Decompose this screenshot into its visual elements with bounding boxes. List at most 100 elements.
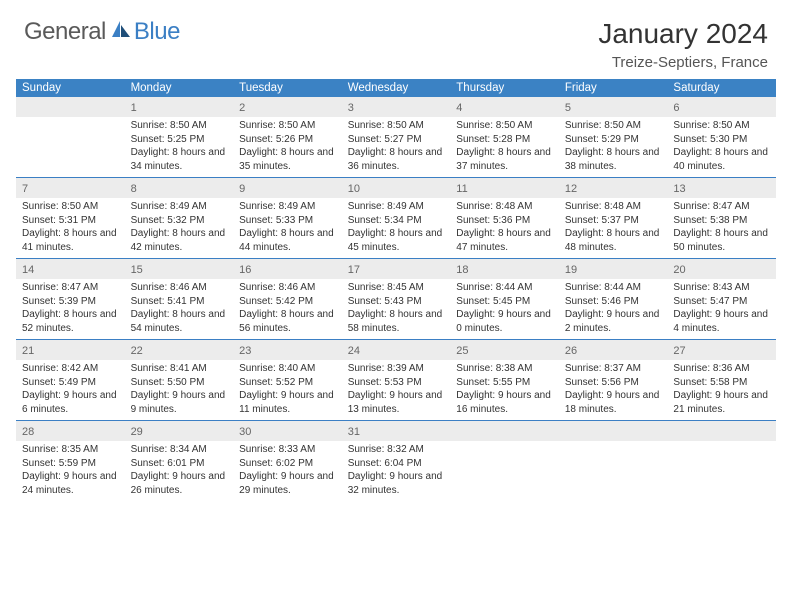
- sunrise-text: Sunrise: 8:50 AM: [456, 119, 553, 133]
- day-cell: 14Sunrise: 8:47 AMSunset: 5:39 PMDayligh…: [16, 259, 125, 339]
- sunrise-text: Sunrise: 8:47 AM: [22, 281, 119, 295]
- calendar: Sunday Monday Tuesday Wednesday Thursday…: [16, 79, 776, 501]
- sunset-text: Sunset: 5:41 PM: [131, 295, 228, 309]
- sunset-text: Sunset: 5:56 PM: [565, 376, 662, 390]
- sunrise-text: Sunrise: 8:34 AM: [131, 443, 228, 457]
- page-subtitle: Treize-Septiers, France: [598, 54, 768, 71]
- day-body: Sunrise: 8:49 AMSunset: 5:33 PMDaylight:…: [233, 198, 342, 258]
- daylight-text: Daylight: 9 hours and 13 minutes.: [348, 389, 445, 416]
- daylight-text: Daylight: 8 hours and 47 minutes.: [456, 227, 553, 254]
- day-number-row: 28: [16, 421, 125, 441]
- day-cell: 10Sunrise: 8:49 AMSunset: 5:34 PMDayligh…: [342, 178, 451, 258]
- day-number: 12: [565, 183, 577, 195]
- sunrise-text: Sunrise: 8:45 AM: [348, 281, 445, 295]
- sunrise-text: Sunrise: 8:33 AM: [239, 443, 336, 457]
- day-cell: 4Sunrise: 8:50 AMSunset: 5:28 PMDaylight…: [450, 97, 559, 177]
- daylight-text: Daylight: 9 hours and 21 minutes.: [673, 389, 770, 416]
- sunset-text: Sunset: 5:31 PM: [22, 214, 119, 228]
- day-body: Sunrise: 8:44 AMSunset: 5:46 PMDaylight:…: [559, 279, 668, 339]
- logo-text-blue: Blue: [134, 18, 180, 46]
- sunrise-text: Sunrise: 8:32 AM: [348, 443, 445, 457]
- day-body: Sunrise: 8:43 AMSunset: 5:47 PMDaylight:…: [667, 279, 776, 339]
- day-number-row: 9: [233, 178, 342, 198]
- sunset-text: Sunset: 5:59 PM: [22, 457, 119, 471]
- logo: General Blue: [24, 18, 180, 46]
- weeks-container: 1Sunrise: 8:50 AMSunset: 5:25 PMDaylight…: [16, 97, 776, 501]
- day-number-row: [559, 421, 668, 441]
- day-cell: 9 Sunrise: 8:49 AMSunset: 5:33 PMDaylight…: [233, 178, 342, 258]
- day-body: Sunrise: 8:50 AMSunset: 5:26 PMDaylight:…: [233, 117, 342, 177]
- week-row: 14Sunrise: 8:47 AMSunset: 5:39 PMDayligh…: [16, 259, 776, 340]
- sunset-text: Sunset: 5:37 PM: [565, 214, 662, 228]
- day-cell: 27Sunrise: 8:36 AMSunset: 5:58 PMDayligh…: [667, 340, 776, 420]
- day-cell: 15Sunrise: 8:46 AMSunset: 5:41 PMDayligh…: [125, 259, 234, 339]
- sunset-text: Sunset: 5:29 PM: [565, 133, 662, 147]
- daylight-text: Daylight: 9 hours and 26 minutes.: [131, 470, 228, 497]
- day-body: Sunrise: 8:48 AMSunset: 5:36 PMDaylight:…: [450, 198, 559, 258]
- day-number: 10: [348, 183, 360, 195]
- day-number-row: 8: [125, 178, 234, 198]
- day-cell: 12 Sunrise: 8:48 AMSunset: 5:37 PMDayligh…: [559, 178, 668, 258]
- sunset-text: Sunset: 5:27 PM: [348, 133, 445, 147]
- week-row: 28Sunrise: 8:35 AMSunset: 5:59 PMDayligh…: [16, 421, 776, 501]
- day-number: 9: [239, 183, 245, 195]
- daylight-text: Daylight: 8 hours and 45 minutes.: [348, 227, 445, 254]
- sunset-text: Sunset: 5:26 PM: [239, 133, 336, 147]
- daylight-text: Daylight: 9 hours and 32 minutes.: [348, 470, 445, 497]
- day-body: Sunrise: 8:48 AMSunset: 5:37 PMDaylight:…: [559, 198, 668, 258]
- day-body: Sunrise: 8:50 AMSunset: 5:31 PMDaylight:…: [16, 198, 125, 258]
- page-header: General Blue January 2024 Treize-Septier…: [0, 0, 792, 79]
- sunset-text: Sunset: 5:42 PM: [239, 295, 336, 309]
- daylight-text: Daylight: 9 hours and 24 minutes.: [22, 470, 119, 497]
- week-row: 1Sunrise: 8:50 AMSunset: 5:25 PMDaylight…: [16, 97, 776, 178]
- sunset-text: Sunset: 5:53 PM: [348, 376, 445, 390]
- daylight-text: Daylight: 9 hours and 9 minutes.: [131, 389, 228, 416]
- daylight-text: Daylight: 9 hours and 6 minutes.: [22, 389, 119, 416]
- day-number-row: 3: [342, 97, 451, 117]
- day-number: 20: [673, 264, 685, 276]
- day-number-row: [667, 421, 776, 441]
- sunset-text: Sunset: 5:47 PM: [673, 295, 770, 309]
- daylight-text: Daylight: 8 hours and 50 minutes.: [673, 227, 770, 254]
- sunset-text: Sunset: 5:38 PM: [673, 214, 770, 228]
- daylight-text: Daylight: 8 hours and 35 minutes.: [239, 146, 336, 173]
- day-header-tuesday: Tuesday: [233, 79, 342, 97]
- sunrise-text: Sunrise: 8:49 AM: [131, 200, 228, 214]
- day-number-row: 20: [667, 259, 776, 279]
- daylight-text: Daylight: 8 hours and 38 minutes.: [565, 146, 662, 173]
- sunset-text: Sunset: 5:34 PM: [348, 214, 445, 228]
- daylight-text: Daylight: 8 hours and 36 minutes.: [348, 146, 445, 173]
- day-cell: 24Sunrise: 8:39 AMSunset: 5:53 PMDayligh…: [342, 340, 451, 420]
- day-number: 3: [348, 102, 354, 114]
- day-body: Sunrise: 8:37 AMSunset: 5:56 PMDaylight:…: [559, 360, 668, 420]
- day-number-row: 11: [450, 178, 559, 198]
- day-cell: 16Sunrise: 8:46 AMSunset: 5:42 PMDayligh…: [233, 259, 342, 339]
- sunset-text: Sunset: 5:30 PM: [673, 133, 770, 147]
- week-row: 7Sunrise: 8:50 AMSunset: 5:31 PMDaylight…: [16, 178, 776, 259]
- sunset-text: Sunset: 6:04 PM: [348, 457, 445, 471]
- day-number: 5: [565, 102, 571, 114]
- sunset-text: Sunset: 5:28 PM: [456, 133, 553, 147]
- day-number-row: 25: [450, 340, 559, 360]
- daylight-text: Daylight: 9 hours and 18 minutes.: [565, 389, 662, 416]
- daylight-text: Daylight: 9 hours and 0 minutes.: [456, 308, 553, 335]
- day-number: 22: [131, 345, 143, 357]
- day-number: 24: [348, 345, 360, 357]
- day-cell: 5Sunrise: 8:50 AMSunset: 5:29 PMDaylight…: [559, 97, 668, 177]
- sunrise-text: Sunrise: 8:40 AM: [239, 362, 336, 376]
- day-number-row: 1: [125, 97, 234, 117]
- day-cell: 30Sunrise: 8:33 AMSunset: 6:02 PMDayligh…: [233, 421, 342, 501]
- day-number-row: 22: [125, 340, 234, 360]
- day-body: Sunrise: 8:50 AMSunset: 5:27 PMDaylight:…: [342, 117, 451, 177]
- sunset-text: Sunset: 5:46 PM: [565, 295, 662, 309]
- sunrise-text: Sunrise: 8:44 AM: [565, 281, 662, 295]
- sunrise-text: Sunrise: 8:44 AM: [456, 281, 553, 295]
- sunrise-text: Sunrise: 8:49 AM: [239, 200, 336, 214]
- day-number: [565, 426, 568, 438]
- daylight-text: Daylight: 8 hours and 37 minutes.: [456, 146, 553, 173]
- logo-sail-icon: [110, 19, 132, 44]
- daylight-text: Daylight: 8 hours and 44 minutes.: [239, 227, 336, 254]
- day-number-row: 29: [125, 421, 234, 441]
- day-number: 28: [22, 426, 34, 438]
- day-number-row: 21: [16, 340, 125, 360]
